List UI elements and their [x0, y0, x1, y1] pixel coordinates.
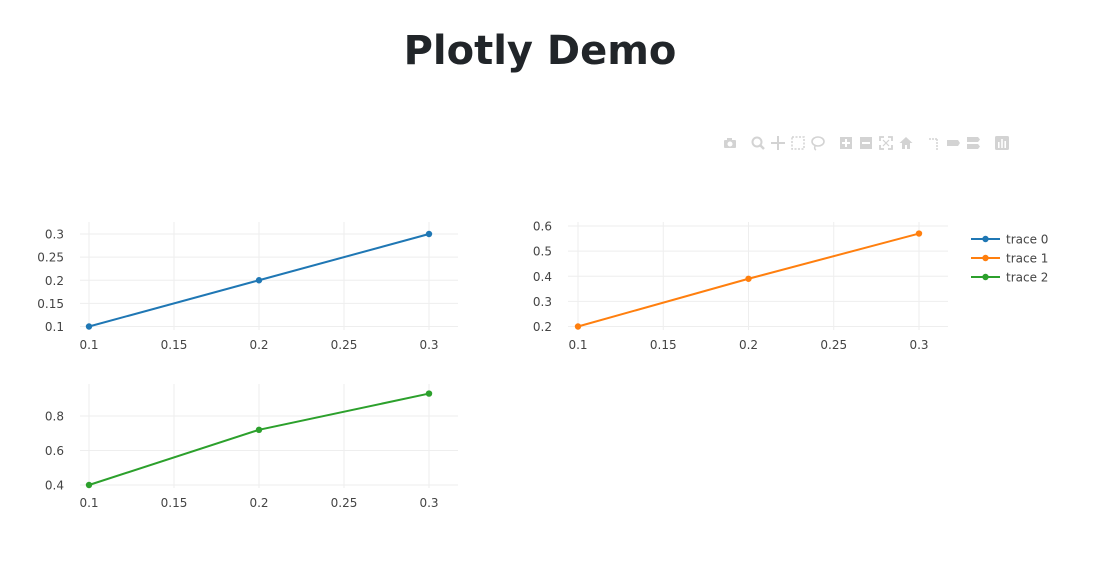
y-tick-label: 0.4: [533, 270, 552, 284]
camera-button[interactable]: [720, 133, 740, 153]
page-title: Plotly Demo: [403, 28, 677, 74]
x-tick-label: 0.1: [568, 338, 587, 352]
legend-label: trace 1: [1006, 252, 1048, 266]
autoscale-button[interactable]: [876, 133, 896, 153]
y-tick-label: 0.2: [45, 274, 64, 288]
subplot-top-left: 0.1 0.15 0.2 0.25 0.3 0.1 0.15 0.2 0.25 0.3: [37, 222, 458, 352]
box-select-button[interactable]: [788, 133, 808, 153]
y-tick-label: 0.1: [45, 320, 64, 334]
data-point: [425, 230, 433, 238]
legend-label: trace 2: [1006, 271, 1048, 285]
y-tick-label: 0.6: [533, 220, 552, 234]
data-point: [745, 275, 752, 282]
x-tick-label: 0.25: [331, 496, 358, 510]
y-tick-label: 0.5: [533, 245, 552, 259]
y-tick-label: 0.3: [533, 295, 552, 309]
zoom-out-icon: [860, 137, 872, 149]
x-tick-label: 0.3: [419, 496, 438, 510]
spike-lines-icon: [929, 138, 938, 150]
legend-marker: [982, 254, 989, 262]
y-tick-label: 0.2: [533, 320, 552, 334]
legend-label: trace 0: [1006, 233, 1048, 247]
subplot-top-right: 0.1 0.15 0.2 0.25 0.3 0.2 0.3 0.4 0.5 0.6: [533, 220, 948, 352]
x-tick-label: 0.3: [419, 338, 438, 352]
y-tick-label: 0.15: [37, 297, 64, 311]
zoom-in-button[interactable]: [836, 133, 856, 153]
hover-compare-icon: [967, 137, 980, 149]
y-tick-label: 0.3: [45, 228, 64, 242]
x-tick-label: 0.3: [909, 338, 928, 352]
hover-closest-button[interactable]: [944, 133, 964, 153]
x-tick-label: 0.2: [249, 496, 268, 510]
legend-marker: [982, 273, 989, 281]
legend: trace 0 trace 1 trace 2: [971, 233, 1048, 285]
hover-closest-icon: [947, 140, 960, 146]
box-select-icon: [791, 136, 805, 150]
camera-icon: [724, 138, 736, 148]
hover-compare-button[interactable]: [964, 133, 984, 153]
data-point: [915, 230, 923, 237]
data-point: [255, 277, 263, 284]
x-tick-label: 0.2: [249, 338, 268, 352]
legend-item: trace 1: [971, 252, 1048, 266]
y-tick-label: 0.4: [45, 479, 64, 493]
autoscale-icon: [879, 136, 893, 150]
zoom-in-icon: [840, 137, 852, 149]
pan-button[interactable]: [768, 133, 788, 153]
y-tick-label: 0.6: [45, 444, 64, 458]
lasso-select-icon: [811, 136, 825, 151]
legend-marker: [982, 235, 989, 243]
x-tick-label: 0.15: [161, 496, 188, 510]
x-tick-label: 0.25: [820, 338, 847, 352]
data-point: [255, 426, 263, 433]
legend-item: trace 0: [971, 233, 1048, 247]
data-point: [85, 481, 93, 489]
zoom-button[interactable]: [748, 133, 768, 153]
data-point: [85, 323, 93, 330]
data-point: [425, 390, 433, 397]
spike-lines-button[interactable]: [924, 133, 944, 153]
data-point: [574, 323, 582, 330]
home-button[interactable]: [896, 133, 916, 153]
x-tick-label: 0.1: [79, 496, 98, 510]
x-tick-label: 0.2: [739, 338, 758, 352]
modebar: [720, 133, 1012, 153]
subplot-bottom-left: 0.1 0.15 0.2 0.25 0.3 0.4 0.6 0.8: [45, 384, 458, 510]
home-icon: [899, 137, 913, 149]
x-tick-label: 0.15: [161, 338, 188, 352]
lasso-select-button[interactable]: [808, 133, 828, 153]
legend-item: trace 2: [971, 271, 1048, 285]
x-tick-label: 0.1: [79, 338, 98, 352]
x-tick-label: 0.25: [331, 338, 358, 352]
plotly-logo-icon: [995, 136, 1009, 150]
pan-icon: [771, 136, 785, 150]
zoom-out-button[interactable]: [856, 133, 876, 153]
y-tick-label: 0.25: [37, 251, 64, 265]
plotly-logo-button[interactable]: [992, 133, 1012, 153]
x-tick-label: 0.15: [650, 338, 677, 352]
zoom-icon: [751, 136, 765, 150]
y-tick-label: 0.8: [45, 410, 64, 424]
